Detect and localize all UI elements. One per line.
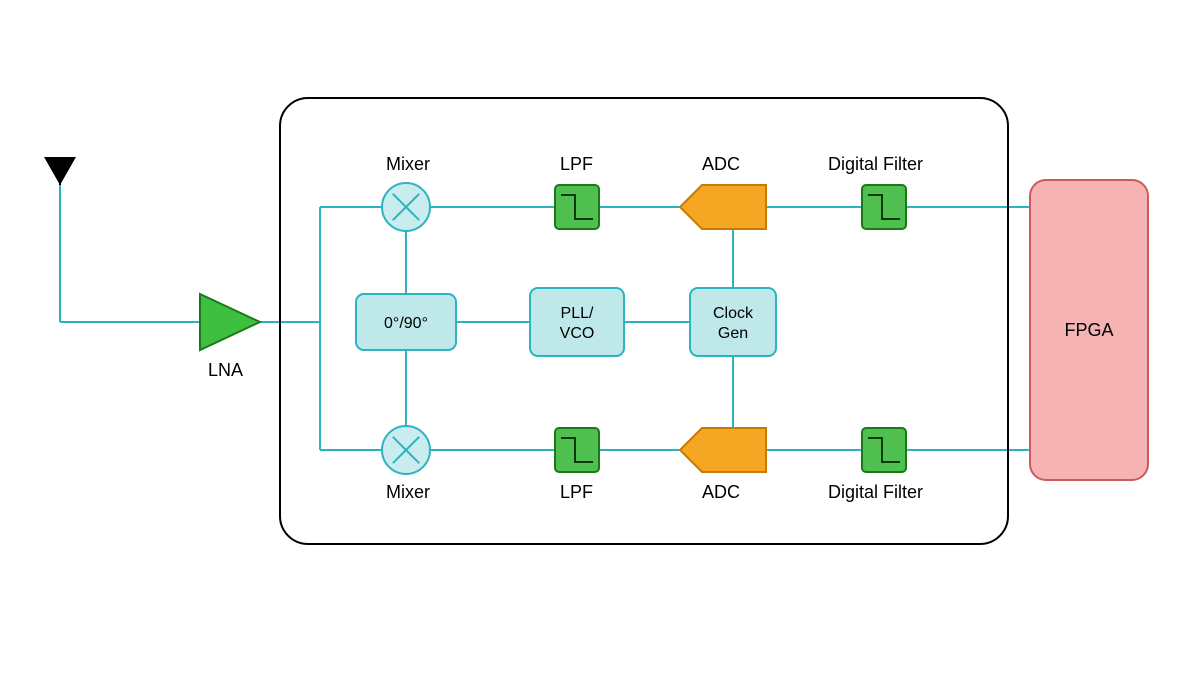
pll-label-line2: VCO: [560, 325, 595, 342]
clock-gen-block: [690, 288, 776, 356]
lpf-bottom-label: LPF: [560, 482, 593, 502]
mixer-bottom-label: Mixer: [386, 482, 430, 502]
digital-filter-top: [862, 185, 906, 229]
clock-label-line2: Gen: [718, 325, 748, 342]
lna-label: LNA: [208, 360, 243, 380]
digital-filter-bottom: [862, 428, 906, 472]
mixer-top-label: Mixer: [386, 154, 430, 174]
lna-block: [200, 294, 260, 350]
lpf-bottom: [555, 428, 599, 472]
clock-label-line1: Clock: [713, 305, 754, 322]
phase-splitter-label: 0°/90°: [384, 315, 428, 332]
mixer-bottom: [382, 426, 430, 474]
adc-bottom: [680, 428, 766, 472]
antenna-icon: [44, 157, 76, 185]
adc-bottom-label: ADC: [702, 482, 740, 502]
pll-vco-block: [530, 288, 624, 356]
rf-receiver-diagram: LNA Mixer Mixer LPF LPF ADC ADC Digital Filter D…: [0, 0, 1200, 675]
fpga-label: FPGA: [1064, 320, 1113, 340]
lpf-top-label: LPF: [560, 154, 593, 174]
adc-top: [680, 185, 766, 229]
mixer-top: [382, 183, 430, 231]
digital-filter-top-label: Digital Filter: [828, 154, 923, 174]
digital-filter-bottom-label: Digital Filter: [828, 482, 923, 502]
lpf-top: [555, 185, 599, 229]
pll-label-line1: PLL/: [561, 305, 594, 322]
adc-top-label: ADC: [702, 154, 740, 174]
